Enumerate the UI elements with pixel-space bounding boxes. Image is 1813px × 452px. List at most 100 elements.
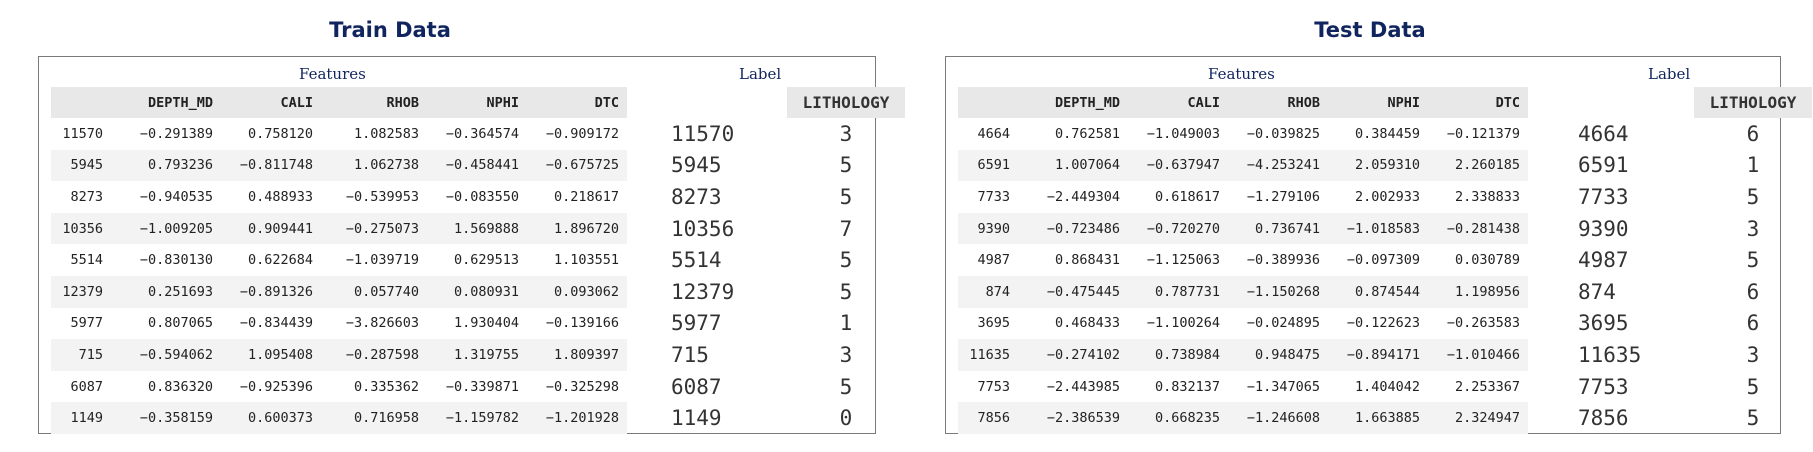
- label-row: 6591 1: [1578, 150, 1813, 182]
- label-row-index: 4664: [1578, 121, 1629, 146]
- table-cell: −1.100264: [1146, 315, 1220, 332]
- table-cell: 2.059310: [1328, 149, 1428, 182]
- label-row-index: 6591: [1578, 153, 1629, 178]
- label-row-index: 4987: [1578, 248, 1629, 273]
- table-cell: −0.339871: [445, 378, 519, 395]
- row-index: 11635: [958, 339, 1018, 371]
- row-index: 8273: [70, 188, 103, 205]
- table-cell: 0.080931: [427, 275, 527, 308]
- table-row: 3695 0.468433 −1.100264 −0.024895 −0.122623 −…: [958, 308, 1528, 340]
- label-row: 9390 3: [1578, 213, 1813, 245]
- lithology-value: 5: [839, 184, 853, 209]
- lithology-value: 6: [1746, 279, 1760, 304]
- lithology-header: LITHOLOGY: [1694, 87, 1812, 118]
- table-row: 11570 −0.291389 0.758120 1.082583 −0.364574 −…: [51, 118, 627, 150]
- test-title: Test Data: [1314, 18, 1426, 42]
- table-cell: 0.622684: [247, 252, 313, 269]
- table-cell: −0.263583: [1446, 315, 1520, 332]
- table-cell: −0.287598: [321, 339, 427, 371]
- table-cell: −0.891326: [221, 275, 321, 308]
- lithology-value: 1: [839, 311, 853, 336]
- test-label-label: Label: [1648, 65, 1691, 83]
- table-cell: −1.125063: [1146, 252, 1220, 269]
- table-cell: 0.093062: [527, 275, 627, 308]
- table-row: 6591 1.007064 −0.637947 −4.253241 2.059310 2.…: [958, 149, 1528, 182]
- table-cell: 1.103551: [553, 252, 619, 269]
- table-row: 9390 −0.723486 −0.720270 0.736741 −1.018583−…: [958, 212, 1528, 245]
- lithology-header: LITHOLOGY: [787, 87, 905, 118]
- column-header: DEPTH_MD: [111, 87, 221, 118]
- table-row: 12379 0.251693 −0.891326 0.057740 0.080931 0.…: [51, 275, 627, 308]
- test-panel: Features Label DEPTH_MD CALI RHOB NPHI DTC 4…: [945, 56, 1812, 434]
- table-cell: −1.246608: [1228, 402, 1328, 434]
- table-cell: 0.618617: [1154, 188, 1220, 205]
- table-cell: 1.663885: [1328, 402, 1428, 434]
- label-row: 5977 1: [671, 308, 907, 340]
- label-row: 8273 5: [671, 181, 907, 213]
- lithology-value: 0: [839, 406, 853, 431]
- lithology-value: 5: [1746, 184, 1760, 209]
- train-panel: Features Label DEPTH_MD CALI RHOB NPHI DTC 1…: [38, 56, 905, 434]
- row-index: 6087: [70, 378, 103, 395]
- table-cell: 0.057740: [321, 275, 427, 308]
- table-cell: 0.736741: [1228, 212, 1328, 245]
- test-features-table: DEPTH_MD CALI RHOB NPHI DTC 4664 0.762581 −1.0…: [958, 87, 1528, 434]
- table-cell: 1.062738: [321, 149, 427, 182]
- label-row: 5945 5: [671, 150, 907, 182]
- table-cell: 0.716958: [321, 402, 427, 434]
- row-index: 7733: [977, 188, 1010, 205]
- row-index: 7753: [977, 378, 1010, 395]
- train-label-column: LITHOLOGY 11570 3 5945 5 8273 5 10356 7 5514 5 123…: [671, 87, 907, 434]
- lithology-value: 3: [1746, 216, 1760, 241]
- lithology-value: 7: [839, 216, 853, 241]
- label-row-index: 6087: [671, 374, 722, 399]
- table-cell: −0.637947: [1128, 149, 1228, 182]
- table-cell: 0.668235: [1128, 402, 1228, 434]
- table-cell: −0.121379: [1446, 125, 1520, 142]
- table-cell: −0.325298: [545, 378, 619, 395]
- table-cell: −1.039719: [345, 252, 419, 269]
- table-row: 715 −0.594062 1.095408 −0.287598 1.319755 1.8…: [51, 339, 627, 371]
- table-cell: 0.030789: [1454, 252, 1520, 269]
- lithology-value: 5: [839, 374, 853, 399]
- table-cell: −0.594062: [111, 339, 221, 371]
- table-cell: −0.458441: [427, 149, 527, 182]
- lithology-value: 5: [1746, 406, 1760, 431]
- table-cell: −0.274102: [1018, 339, 1128, 371]
- test-features-label: Features: [1208, 65, 1275, 83]
- table-cell: −0.291389: [139, 125, 213, 142]
- table-cell: −0.122623: [1346, 315, 1420, 332]
- table-cell: −0.139166: [545, 315, 619, 332]
- row-index: 9390: [958, 212, 1018, 245]
- table-cell: 1.404042: [1354, 378, 1420, 395]
- table-row: 7733 −2.449304 0.618617 −1.279106 2.002933 2.…: [958, 181, 1528, 213]
- table-cell: 0.738984: [1128, 339, 1228, 371]
- table-cell: 1.569888: [427, 212, 527, 245]
- label-row: 7733 5: [1578, 181, 1813, 213]
- table-cell: 0.832137: [1154, 378, 1220, 395]
- table-cell: 0.909441: [221, 212, 321, 245]
- label-row: 3695 6: [1578, 308, 1813, 340]
- table-cell: 1.007064: [1018, 149, 1128, 182]
- label-row: 874 6: [1578, 276, 1813, 308]
- table-cell: −0.389936: [1246, 252, 1320, 269]
- index-header: [958, 87, 1018, 118]
- table-cell: 0.836320: [147, 378, 213, 395]
- table-cell: 1.896720: [527, 212, 627, 245]
- label-row: 4664 6: [1578, 118, 1813, 150]
- lithology-value: 6: [1746, 121, 1760, 146]
- label-row-index: 12379: [671, 279, 735, 304]
- table-cell: 2.260185: [1428, 149, 1528, 182]
- table-header-row: DEPTH_MD CALI RHOB NPHI DTC: [51, 87, 627, 118]
- table-cell: −1.150268: [1228, 275, 1328, 308]
- row-index: 12379: [51, 275, 111, 308]
- table-cell: 2.002933: [1354, 188, 1420, 205]
- label-row-index: 9390: [1578, 216, 1629, 241]
- table-cell: 1.082583: [353, 125, 419, 142]
- label-row: 5514 5: [671, 244, 907, 276]
- table-cell: 0.807065: [147, 315, 213, 332]
- lithology-value: 5: [839, 248, 853, 273]
- table-cell: −0.830130: [139, 252, 213, 269]
- lithology-value: 3: [839, 342, 853, 367]
- table-row: 7753 −2.443985 0.832137 −1.347065 1.404042 2.…: [958, 371, 1528, 403]
